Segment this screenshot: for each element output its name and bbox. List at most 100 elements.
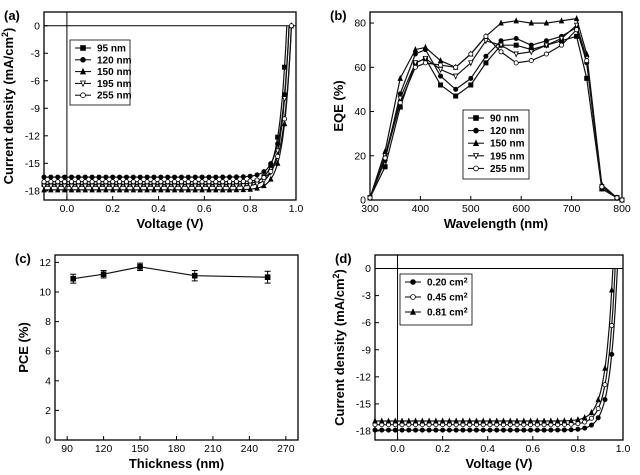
y-tick-label: -18 (25, 185, 40, 197)
y-tick-label: -12 (356, 371, 371, 383)
data-marker (534, 427, 540, 433)
x-tick-label: 0.4 (151, 203, 166, 215)
legend-entry: 195 nm (468, 151, 525, 162)
data-marker (70, 275, 77, 282)
data-marker (555, 427, 561, 433)
data-marker (165, 179, 171, 185)
data-marker (595, 415, 601, 421)
data-marker (466, 417, 473, 424)
data-marker (254, 184, 260, 191)
data-marker (521, 417, 527, 424)
data-marker (199, 174, 205, 180)
panel-label: (b) (330, 8, 347, 23)
data-marker (116, 183, 123, 190)
data-marker (473, 127, 479, 134)
series-0 (372, 268, 618, 433)
y-tick-label: 8 (45, 316, 51, 328)
data-marker (164, 183, 171, 190)
data-marker (41, 174, 47, 180)
data-marker (110, 179, 116, 185)
x-axis-label: Voltage (V) (466, 456, 533, 471)
data-marker (100, 271, 107, 278)
data-marker (468, 75, 474, 81)
data-marker (75, 183, 82, 190)
series-4 (367, 27, 625, 203)
data-marker (185, 174, 191, 180)
x-tick-label: 0.0 (60, 203, 75, 215)
x-tick-label: 270 (277, 443, 295, 455)
data-marker (487, 427, 493, 433)
data-marker (498, 49, 504, 55)
data-marker (110, 174, 116, 180)
data-marker (558, 17, 565, 24)
data-marker (498, 42, 504, 49)
x-tick-label: 400 (412, 203, 430, 215)
x-tick-label: 120 (95, 443, 113, 455)
data-marker (409, 308, 417, 315)
data-marker (472, 152, 480, 160)
legend-entry: 255 nm (468, 164, 525, 175)
data-marker (584, 58, 590, 64)
data-marker (588, 408, 595, 415)
data-marker (137, 183, 143, 190)
data-marker (233, 179, 239, 185)
data-marker (397, 95, 403, 102)
legend-entry: 150 nm (468, 139, 525, 150)
data-marker (422, 43, 429, 50)
data-marker (602, 364, 608, 371)
data-marker (453, 86, 459, 92)
data-marker (452, 73, 459, 80)
data-marker (472, 139, 480, 147)
data-marker (534, 417, 541, 424)
series-3 (41, 25, 290, 190)
y-tick-label: -3 (362, 290, 371, 302)
data-marker (412, 60, 419, 67)
y-tick-label: -12 (25, 130, 40, 142)
y-tick-label: 40 (354, 106, 366, 118)
data-marker (507, 427, 513, 433)
data-marker (609, 351, 615, 357)
data-marker (599, 184, 605, 190)
data-marker (288, 23, 294, 29)
data-marker (103, 179, 109, 185)
data-marker (507, 417, 513, 424)
data-marker (422, 60, 428, 66)
data-marker (130, 183, 137, 190)
panel-c: 90 120 150 180 210 240 270 0 2 4 6 8 10 12 Thickness (… (15, 251, 299, 471)
data-marker (41, 179, 47, 185)
data-marker (568, 416, 574, 423)
legend-entry: 195 nm (75, 79, 132, 90)
data-marker (151, 179, 157, 185)
data-marker (528, 58, 534, 64)
x-tick-label: 1.0 (289, 203, 304, 215)
data-marker (55, 183, 61, 190)
data-marker (178, 179, 184, 185)
plot-frame (374, 254, 624, 441)
data-marker (261, 169, 267, 175)
data-marker (117, 179, 123, 185)
data-marker (513, 42, 519, 48)
data-marker (438, 73, 444, 79)
legend-entry: 0.81 cm2 (405, 307, 468, 319)
data-marker (247, 173, 253, 179)
data-marker (392, 427, 398, 433)
data-marker (588, 415, 594, 421)
data-marker (110, 183, 116, 190)
data-marker (75, 174, 81, 180)
data-marker (453, 427, 459, 433)
data-marker (227, 174, 233, 180)
y-tick-label: 12 (39, 257, 51, 269)
plot-frame (54, 254, 299, 441)
data-marker (588, 422, 594, 428)
data-marker (282, 116, 288, 122)
data-marker (473, 417, 480, 424)
data-marker (130, 179, 136, 185)
data-marker (178, 174, 184, 180)
data-marker (554, 417, 561, 424)
panel-d: 0.0 0.2 0.4 0.6 0.8 1.0 0 -3 -6 -9 -12 -15 -18 Voltag… (331, 251, 630, 471)
data-marker (79, 80, 87, 88)
data-marker (412, 46, 419, 53)
series-1 (372, 268, 616, 428)
y-tick-label: 0 (365, 263, 371, 275)
data-marker (68, 183, 75, 190)
